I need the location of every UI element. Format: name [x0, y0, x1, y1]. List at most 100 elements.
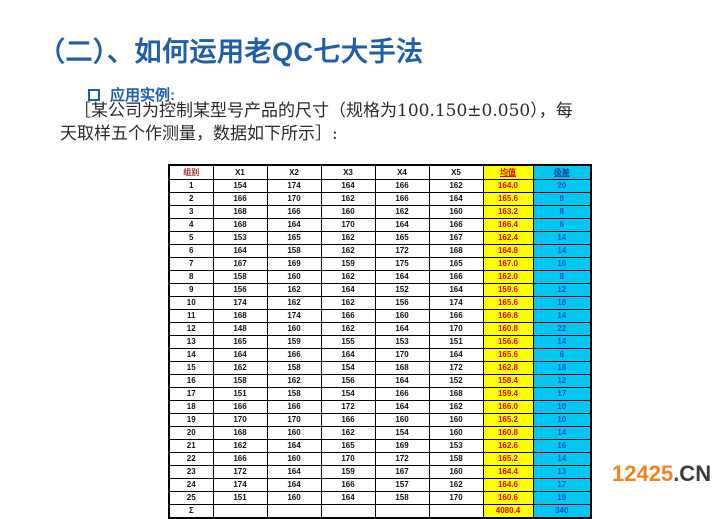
cell-x2: 174 [266, 309, 322, 323]
table-row: 8 158 160 162 164 166 162.0 8 [168, 270, 592, 284]
cell-mean: 4080.4 [482, 504, 534, 519]
cell-x3: 170 [320, 452, 376, 466]
cell-x5: 174 [428, 296, 484, 310]
cell-range: 8 [532, 205, 592, 219]
cell-group: 10 [168, 296, 214, 310]
watermark-suffix: .CN [673, 461, 712, 486]
cell-mean: 165.2 [482, 413, 534, 427]
cell-range: 19 [532, 491, 592, 505]
cell-x1: 170 [212, 413, 268, 427]
cell-mean: 165.2 [482, 452, 534, 466]
cell-group: 2 [168, 192, 214, 206]
cell-mean: 162.0 [482, 270, 534, 284]
table-row: 9 156 162 164 152 164 159.6 12 [168, 283, 592, 297]
page-title: （二）、如何运用老QC七大手法 [38, 37, 424, 67]
cell-x5: 165 [428, 257, 484, 271]
cell-group: 13 [168, 335, 214, 349]
cell-x5: 164 [428, 192, 484, 206]
cell-group: 9 [168, 283, 214, 297]
cell-x2: 164 [266, 218, 322, 232]
cell-x5: 166 [428, 309, 484, 323]
table-row: 16 158 162 156 164 152 158.4 12 [168, 374, 592, 388]
cell-mean: 167.0 [482, 257, 534, 271]
cell-x4: 160 [374, 309, 430, 323]
cell-group: 6 [168, 244, 214, 258]
measurement-data-table: 组别 X1 X2 X3 X4 X5 均值 极差 1 154 174 164 166 162 164.0 20… [168, 164, 592, 519]
cell-x5: 162 [428, 179, 484, 193]
cell-x1: 167 [212, 257, 268, 271]
cell-x2: 158 [266, 361, 322, 375]
cell-group: 17 [168, 387, 214, 401]
cell-x3: 154 [320, 387, 376, 401]
cell-x1: 151 [212, 491, 268, 505]
cell-range: 12 [532, 283, 592, 297]
cell-group: 24 [168, 478, 214, 492]
cell-x4: 175 [374, 257, 430, 271]
cell-x1: 153 [212, 231, 268, 245]
cell-x4: 160 [374, 413, 430, 427]
cell-x5: 160 [428, 413, 484, 427]
table-row: 17 151 158 154 166 168 159.4 17 [168, 387, 592, 401]
table-row: 24 174 164 166 157 162 164.6 17 [168, 478, 592, 492]
cell-x4: 157 [374, 478, 430, 492]
cell-x1: 162 [212, 439, 268, 453]
cell-x2: 160 [266, 491, 322, 505]
cell-x4: 158 [374, 491, 430, 505]
cell-group: Σ [168, 504, 214, 519]
cell-group: 16 [168, 374, 214, 388]
cell-range: 10 [532, 400, 592, 414]
cell-x3: 162 [320, 296, 376, 310]
cell-x3: 156 [320, 374, 376, 388]
cell-range: 14 [532, 426, 592, 440]
cell-x4: 164 [374, 322, 430, 336]
cell-range: 14 [532, 335, 592, 349]
cell-range: 17 [532, 387, 592, 401]
cell-mean: 166.4 [482, 218, 534, 232]
cell-group: 23 [168, 465, 214, 479]
cell-x4: 166 [374, 192, 430, 206]
cell-x1: 166 [212, 192, 268, 206]
cell-x5: 168 [428, 244, 484, 258]
cell-x5: 162 [428, 478, 484, 492]
cell-group: 25 [168, 491, 214, 505]
cell-x3: 166 [320, 309, 376, 323]
cell-group: 18 [168, 400, 214, 414]
cell-x2: 160 [266, 322, 322, 336]
cell-x1: 172 [212, 465, 268, 479]
cell-x2: 165 [266, 231, 322, 245]
cell-x5: 160 [428, 426, 484, 440]
cell-mean: 165.6 [482, 192, 534, 206]
cell-x3: 159 [320, 465, 376, 479]
cell-x5: 164 [428, 283, 484, 297]
cell-x2: 170 [266, 413, 322, 427]
cell-range: 14 [532, 309, 592, 323]
cell-mean: 156.6 [482, 335, 534, 349]
cell-x4: 166 [374, 387, 430, 401]
cell-mean: 160.8 [482, 426, 534, 440]
cell-x4: 172 [374, 244, 430, 258]
cell-x1: 162 [212, 361, 268, 375]
cell-x2: 160 [266, 452, 322, 466]
cell-x5: 153 [428, 439, 484, 453]
cell-x5: 172 [428, 361, 484, 375]
cell-range: 18 [532, 361, 592, 375]
cell-x1: 151 [212, 387, 268, 401]
cell-mean: 164.0 [482, 179, 534, 193]
cell-x4: 164 [374, 218, 430, 232]
cell-x2: 160 [266, 426, 322, 440]
cell-mean: 159.6 [482, 283, 534, 297]
cell-group: 5 [168, 231, 214, 245]
cell-x1: 166 [212, 400, 268, 414]
cell-group: 22 [168, 452, 214, 466]
cell-x5: 162 [428, 400, 484, 414]
column-header-4: X4 [374, 164, 430, 180]
table-row: 13 165 159 155 153 151 156.6 14 [168, 335, 592, 349]
cell-x4: 168 [374, 361, 430, 375]
cell-x2: 166 [266, 400, 322, 414]
cell-x5: 160 [428, 205, 484, 219]
cell-x1: 165 [212, 335, 268, 349]
table-row: 23 172 164 159 167 160 164.4 13 [168, 465, 592, 479]
column-header-2: X2 [266, 164, 322, 180]
cell-x5: 158 [428, 452, 484, 466]
cell-x4: 165 [374, 231, 430, 245]
